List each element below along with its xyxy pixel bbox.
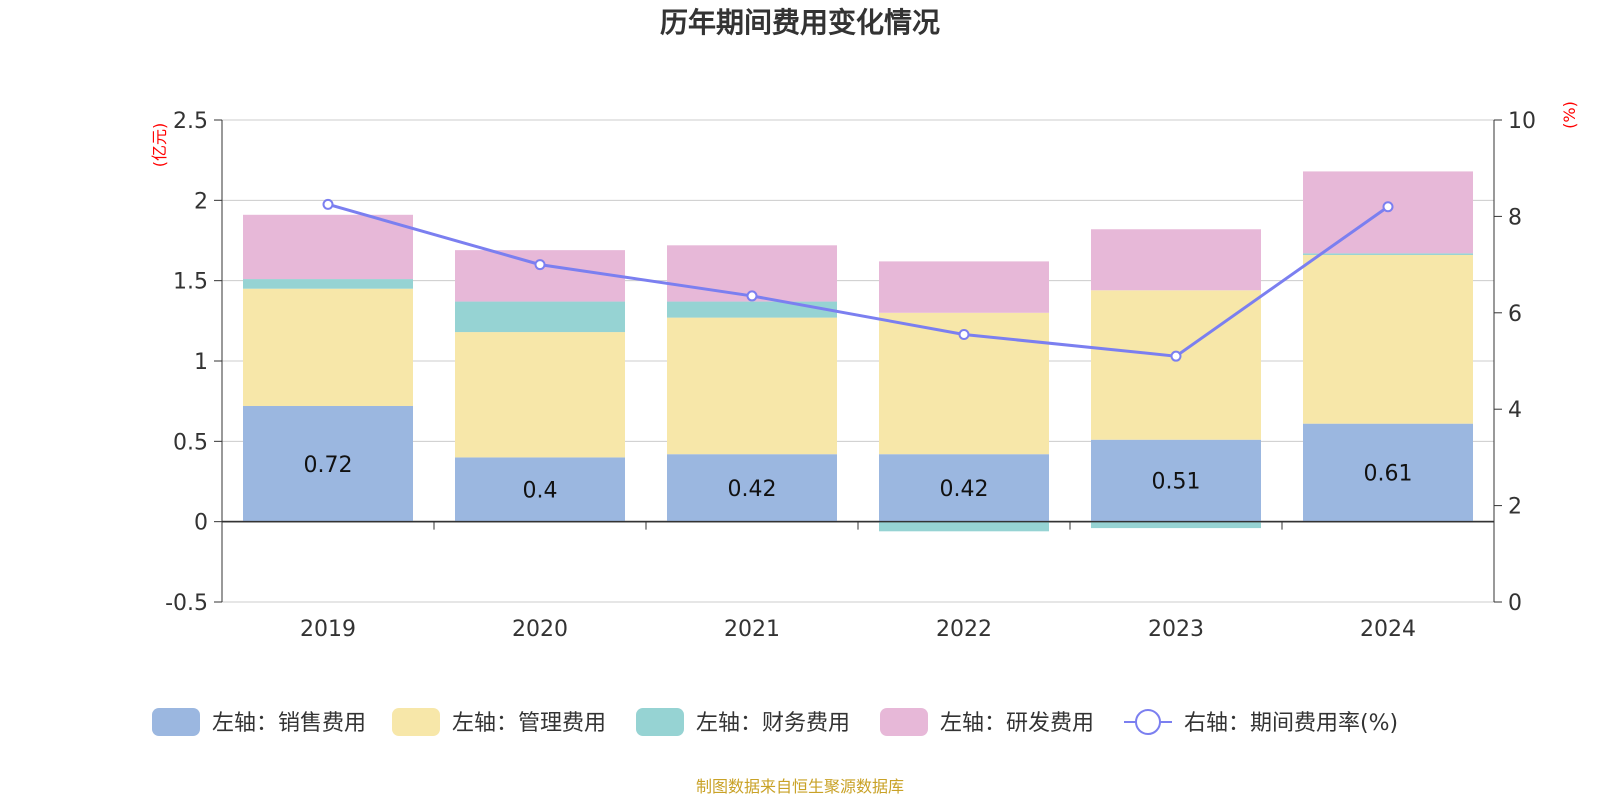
legend-label: 左轴：管理费用 [452, 711, 606, 736]
bar-segment [667, 317, 837, 455]
bar-data-label: 0.42 [728, 477, 777, 502]
bar-data-label: 0.61 [1364, 462, 1413, 487]
bars-layer [243, 171, 1473, 532]
right-tick-label: 6 [1508, 302, 1522, 327]
bar-segment [1091, 521, 1261, 529]
x-tick-label: 2022 [936, 617, 992, 642]
rate-line-layer [322, 198, 1394, 362]
left-tick-label: 1.5 [173, 270, 208, 295]
rate-point [1170, 350, 1182, 362]
x-tick-label: 2019 [300, 617, 356, 642]
x-tick-label: 2024 [1360, 617, 1416, 642]
bar-segment [1091, 439, 1261, 522]
legend-label: 左轴：销售费用 [212, 711, 366, 736]
data-labels-layer: 0.72 0.4 0.42 0.42 0.51 0.61 [304, 453, 1413, 504]
x-tick-label: 2023 [1148, 617, 1204, 642]
bar-segment [879, 521, 1049, 532]
left-tick-label: -0.5 [165, 591, 208, 616]
legend-label: 右轴：期间费用率(%) [1184, 711, 1398, 736]
x-tick-label: 2020 [512, 617, 568, 642]
bar-segment [1303, 253, 1473, 255]
left-tick-label: 0 [194, 511, 208, 536]
right-tick-label: 0 [1508, 591, 1522, 616]
axes-layer: 2.5 2 1.5 1 0.5 0 -0.5 10 8 6 4 2 0 2019 2020 2021 2022 2… [165, 109, 1536, 642]
bar-data-label: 0.51 [1152, 470, 1201, 495]
bar-segment [1091, 229, 1261, 291]
right-axis-unit: (%) [1560, 101, 1579, 129]
bar-segment [243, 214, 413, 280]
rate-point [958, 328, 970, 340]
bar-data-label: 0.72 [304, 453, 353, 478]
legend: 左轴：销售费用 左轴：管理费用 左轴：财务费用 左轴：研发费用 右轴：期间费用率(%) [152, 708, 1398, 736]
legend-label: 左轴：研发费用 [940, 711, 1094, 736]
rate-point [746, 290, 758, 302]
bar-segment [243, 279, 413, 289]
legend-marker [1135, 709, 1161, 735]
legend-label: 左轴：财务费用 [696, 711, 850, 736]
bar-data-label: 0.4 [523, 479, 558, 504]
bar-segment [667, 454, 837, 522]
bar-segment [243, 405, 413, 522]
rate-line [327, 202, 1389, 358]
left-axis-unit: (亿元) [150, 123, 169, 168]
chart-title: 历年期间费用变化情况 [660, 6, 940, 39]
bar-data-label: 0.42 [940, 477, 989, 502]
bar-segment [667, 301, 837, 318]
legend-swatch [880, 708, 928, 736]
left-tick-label: 2.5 [173, 109, 208, 134]
right-tick-label: 10 [1508, 109, 1536, 134]
bar-segment [455, 332, 625, 458]
source-note: 制图数据来自恒生聚源数据库 [696, 777, 904, 796]
bar-segment [455, 301, 625, 333]
left-tick-label: 0.5 [173, 430, 208, 455]
legend-swatch [636, 708, 684, 736]
right-tick-label: 8 [1508, 205, 1522, 230]
bar-segment [1303, 254, 1473, 424]
right-tick-label: 4 [1508, 398, 1522, 423]
rate-point [534, 259, 546, 271]
rate-point [322, 198, 334, 210]
right-tick-label: 2 [1508, 495, 1522, 520]
bar-segment [455, 457, 625, 522]
rate-point [1382, 201, 1394, 213]
legend-swatch [152, 708, 200, 736]
legend-swatch [392, 708, 440, 736]
left-tick-label: 2 [194, 189, 208, 214]
bar-segment [455, 250, 625, 302]
x-tick-label: 2021 [724, 617, 780, 642]
bar-segment [243, 288, 413, 406]
bar-segment [1303, 423, 1473, 522]
left-tick-label: 1 [194, 350, 208, 375]
bar-segment [879, 454, 1049, 522]
bar-segment [879, 261, 1049, 313]
bar-segment [1303, 171, 1473, 254]
